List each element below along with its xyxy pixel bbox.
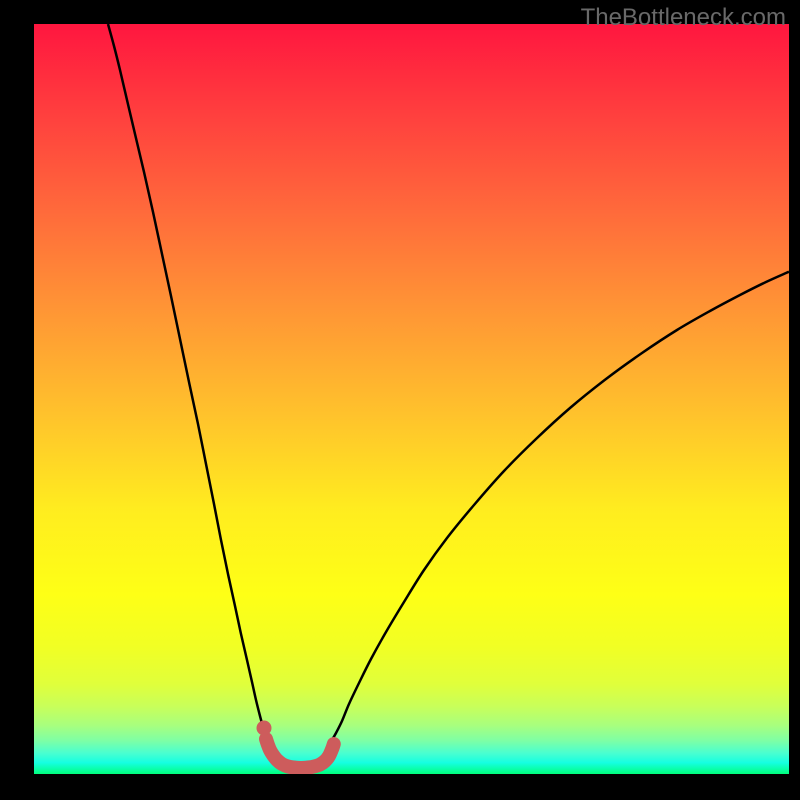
curve-right (332, 272, 789, 740)
detached-dot (257, 721, 272, 736)
chart-container: TheBottleneck.com (0, 0, 800, 800)
curve-left (108, 24, 266, 739)
chart-curves-svg (34, 24, 789, 774)
watermark-text: TheBottleneck.com (581, 4, 786, 32)
plot-area (34, 24, 789, 774)
bottom-overlay-curve (266, 739, 334, 768)
